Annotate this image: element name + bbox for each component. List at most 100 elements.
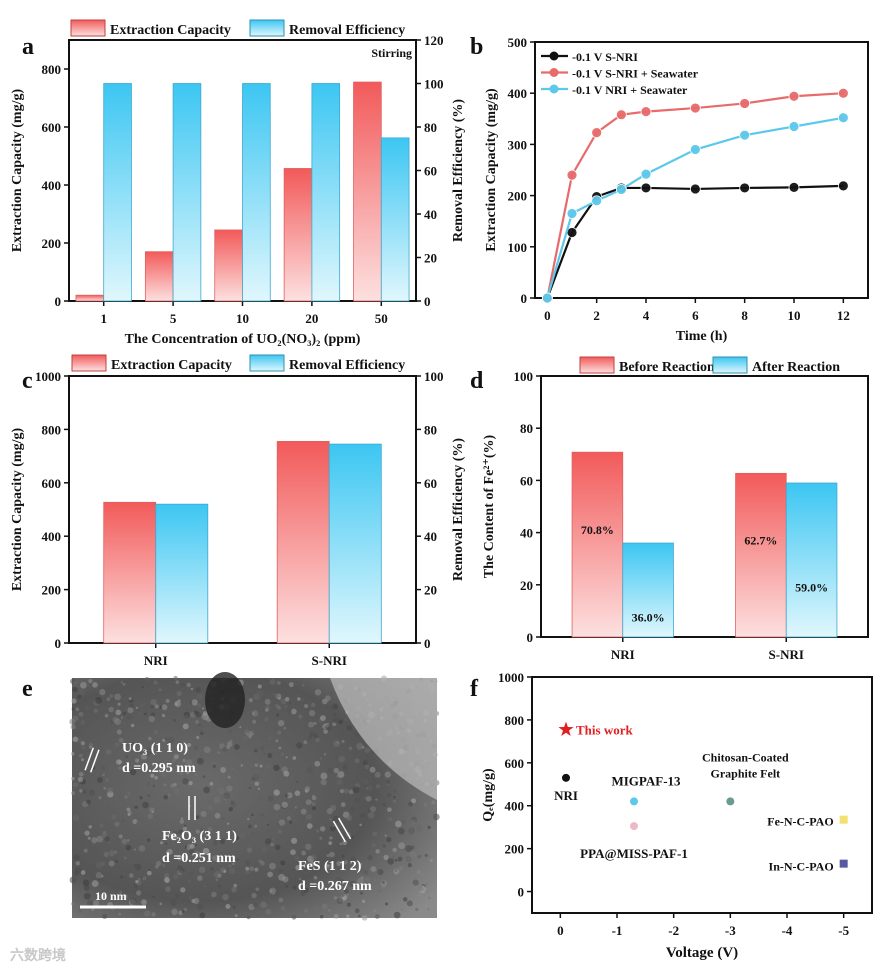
tem-grain bbox=[280, 752, 285, 757]
tem-grain bbox=[313, 733, 319, 739]
tem-grain bbox=[319, 915, 324, 919]
panel-label: a bbox=[22, 34, 34, 60]
tem-grain bbox=[303, 887, 309, 893]
tem-grain bbox=[267, 823, 270, 826]
tem-grain bbox=[154, 704, 159, 709]
tem-grain bbox=[161, 704, 168, 711]
tem-grain bbox=[308, 721, 315, 728]
tem-grain bbox=[273, 789, 280, 796]
tem-grain bbox=[69, 876, 77, 884]
tem-grain bbox=[251, 728, 257, 734]
tem-grain bbox=[80, 744, 86, 750]
tem-grain bbox=[258, 795, 265, 801]
tem-grain bbox=[297, 697, 301, 701]
y-tick-label: 800 bbox=[505, 713, 525, 728]
tem-grain bbox=[135, 879, 139, 884]
tem-grain bbox=[217, 751, 221, 754]
tem-grain bbox=[100, 765, 106, 771]
y-tick-label: 100 bbox=[424, 77, 444, 92]
tem-grain bbox=[267, 871, 274, 878]
x-tick-label: 1 bbox=[100, 311, 107, 326]
legend-label: Extraction Capacity bbox=[110, 23, 231, 38]
tem-grain bbox=[339, 842, 343, 846]
x-tick-label: 12 bbox=[837, 308, 850, 323]
tem-grain bbox=[147, 813, 154, 820]
tem-grain bbox=[339, 788, 345, 794]
y-tick-label: 400 bbox=[505, 799, 525, 814]
tem-grain bbox=[415, 907, 419, 912]
y2-axis-label: Removal Efficiency (%) bbox=[451, 99, 466, 242]
tem-grain bbox=[173, 787, 180, 794]
tem-grain bbox=[218, 787, 226, 795]
tem-grain bbox=[142, 876, 147, 881]
tem-grain bbox=[190, 687, 194, 691]
tem-grain bbox=[186, 847, 189, 850]
data-label: 70.8% bbox=[581, 523, 614, 537]
tem-grain bbox=[343, 888, 349, 894]
tem-grain bbox=[227, 775, 231, 779]
tem-grain bbox=[169, 818, 172, 821]
tem-grain bbox=[78, 771, 84, 777]
tem-grain bbox=[323, 752, 327, 756]
tem-grain bbox=[122, 711, 127, 716]
tem-grain bbox=[349, 806, 356, 813]
tem-grain bbox=[302, 684, 305, 687]
tem-grain bbox=[73, 782, 78, 788]
tem-grain bbox=[343, 788, 349, 794]
tem-grain bbox=[339, 878, 345, 884]
bar-red bbox=[75, 294, 105, 302]
tem-grain bbox=[219, 838, 226, 845]
tem-grain bbox=[178, 867, 185, 874]
tem-grain bbox=[336, 778, 343, 785]
tem-grain bbox=[342, 764, 348, 770]
tem-grain bbox=[333, 740, 341, 748]
tem-grain bbox=[258, 779, 262, 784]
tem-grain bbox=[332, 815, 340, 823]
tem-grain bbox=[382, 802, 387, 807]
tem-grain bbox=[416, 870, 421, 875]
tem-grain bbox=[114, 821, 120, 827]
tem-grain bbox=[316, 829, 320, 833]
tem-grain bbox=[126, 839, 130, 842]
tem-grain bbox=[161, 713, 166, 718]
y-tick-label: 1000 bbox=[35, 369, 61, 384]
tem-grain bbox=[431, 874, 436, 880]
y-tick-label: 100 bbox=[508, 240, 528, 255]
data-point bbox=[689, 102, 701, 114]
tem-grain bbox=[278, 819, 286, 826]
tem-grain bbox=[420, 872, 424, 876]
tem-grain bbox=[134, 805, 138, 809]
tem-grain bbox=[306, 766, 314, 774]
tem-grain bbox=[298, 877, 302, 881]
tem-grain bbox=[114, 718, 122, 726]
tem-grain bbox=[248, 698, 253, 703]
tem-grain bbox=[259, 808, 266, 815]
tem-grain bbox=[326, 807, 333, 815]
bar-blue bbox=[103, 83, 132, 302]
plot-frame bbox=[68, 375, 417, 644]
square-marker bbox=[839, 859, 848, 868]
tem-grain bbox=[384, 834, 387, 837]
y-tick-label: 500 bbox=[508, 35, 528, 50]
tem-grain bbox=[144, 676, 150, 683]
tem-grain bbox=[170, 834, 178, 841]
tem-grain bbox=[103, 801, 107, 805]
tem-grain bbox=[285, 885, 289, 888]
tem-grain bbox=[382, 844, 386, 848]
tem-grain bbox=[283, 770, 290, 777]
lattice-label: d =0.251 nm bbox=[162, 851, 236, 866]
tem-grain bbox=[252, 774, 260, 781]
tem-grain bbox=[82, 789, 87, 794]
data-point bbox=[739, 98, 751, 109]
tem-grain bbox=[166, 848, 173, 855]
tem-grain bbox=[142, 801, 149, 809]
tem-grain bbox=[304, 703, 309, 709]
tem-grain bbox=[150, 773, 155, 778]
tem-grain bbox=[211, 855, 218, 862]
tem-grain bbox=[152, 784, 155, 788]
tem-grain bbox=[183, 907, 187, 912]
y-tick-label: 60 bbox=[520, 473, 533, 488]
tem-grain bbox=[182, 777, 189, 785]
tem-grain bbox=[276, 713, 280, 717]
tem-grain bbox=[234, 744, 240, 750]
